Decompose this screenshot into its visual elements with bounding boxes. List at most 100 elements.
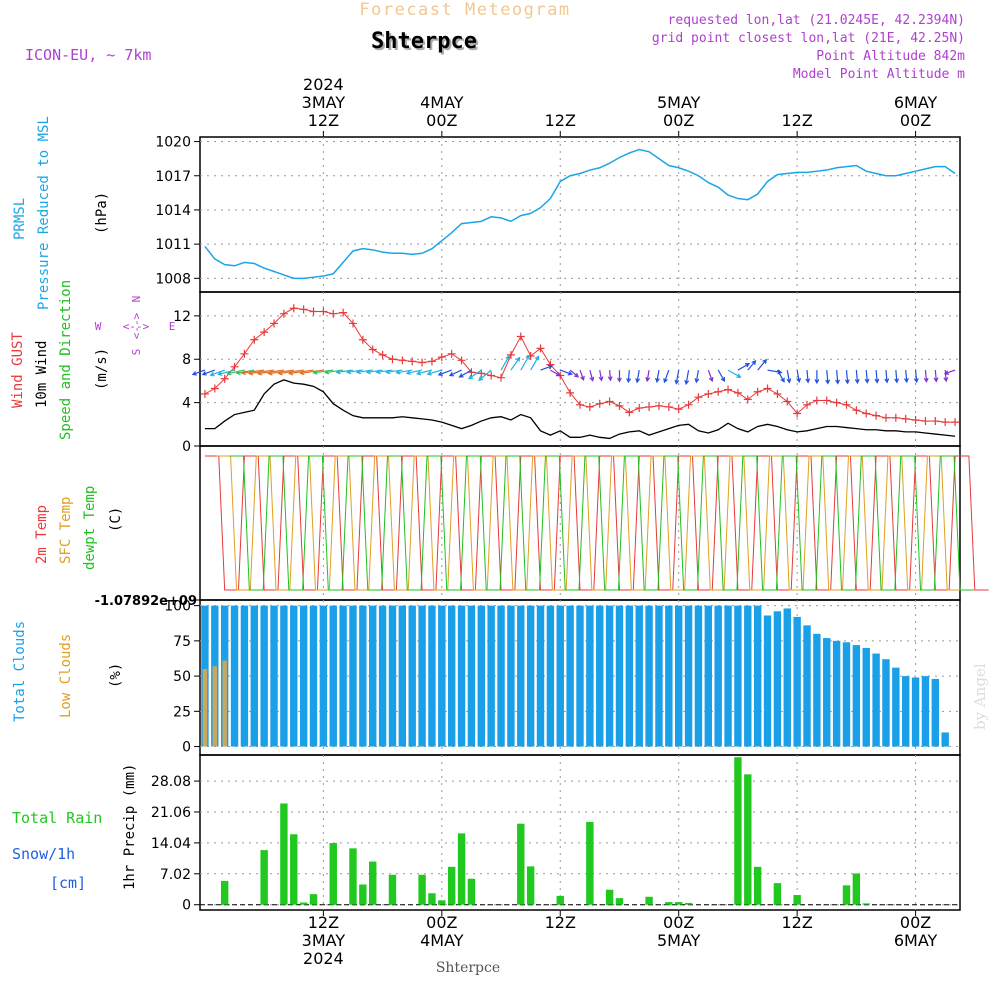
compass-north: N bbox=[130, 296, 143, 303]
gust-marker bbox=[270, 319, 279, 328]
gust-marker bbox=[427, 357, 436, 366]
wind-arrow bbox=[825, 370, 831, 385]
gust-marker bbox=[605, 397, 614, 406]
low-cloud-bar bbox=[222, 660, 227, 747]
gust-marker bbox=[704, 389, 713, 398]
wind-arrow bbox=[226, 369, 245, 376]
total-cloud-bar bbox=[763, 615, 772, 747]
bottom-time-label: 5MAY bbox=[657, 931, 701, 950]
location-title: Shterpce bbox=[373, 31, 479, 56]
clouds-panel: Total Clouds Low Clouds (%) 0 25 50 75 100 bbox=[12, 599, 961, 756]
wind-arrow bbox=[569, 369, 580, 378]
gust-marker bbox=[408, 357, 417, 366]
total-cloud-bar bbox=[240, 605, 249, 747]
gust-marker bbox=[506, 350, 515, 359]
total-cloud-bar bbox=[596, 605, 604, 747]
total-cloud-bar bbox=[862, 647, 870, 747]
total-cloud-bar bbox=[280, 605, 288, 747]
wind-arrow bbox=[943, 370, 949, 383]
total-cloud-bar bbox=[438, 605, 446, 747]
total-cloud-bar bbox=[260, 605, 268, 747]
total-cloud-bar bbox=[734, 605, 742, 747]
total-cloud-bar bbox=[635, 605, 643, 747]
gust-marker bbox=[724, 385, 733, 394]
rain-bar bbox=[329, 843, 337, 905]
gust-marker bbox=[674, 405, 683, 414]
gust-marker bbox=[487, 371, 496, 380]
rain-bar bbox=[467, 878, 476, 905]
top-time-label: 4MAY bbox=[420, 93, 464, 112]
wind-arrow bbox=[747, 360, 757, 371]
gust-marker bbox=[645, 402, 654, 411]
gust-marker bbox=[931, 417, 940, 426]
bottom-time-label: 00Z bbox=[426, 913, 457, 932]
precip-panel: Total Rain Snow/1h [cm] 1hr Precip (mm) … bbox=[12, 754, 961, 914]
rain-bar bbox=[220, 880, 229, 905]
total-cloud-bar bbox=[576, 605, 584, 747]
ytick-label: 1008 bbox=[155, 271, 191, 287]
wind-arrow bbox=[458, 369, 472, 378]
gust-marker bbox=[289, 304, 298, 313]
total-cloud-bar bbox=[704, 605, 713, 747]
gust-marker bbox=[210, 384, 219, 393]
total-cloud-bar bbox=[299, 605, 308, 747]
gust-marker bbox=[901, 414, 910, 423]
gust-marker bbox=[388, 355, 397, 364]
ytick-label: 1011 bbox=[155, 237, 191, 253]
gust-marker bbox=[694, 393, 703, 402]
gust-marker bbox=[862, 409, 871, 418]
wind-arrow bbox=[191, 369, 206, 376]
wind-arrow bbox=[299, 369, 324, 376]
total-cloud-bar bbox=[447, 605, 456, 747]
total-cloud-bar bbox=[714, 605, 722, 747]
ytick-label: 7.02 bbox=[160, 867, 191, 883]
wind-arrow bbox=[626, 370, 632, 384]
wind-arrow bbox=[814, 370, 820, 385]
total-cloud-bar bbox=[319, 605, 328, 747]
footer-location: Shterpce bbox=[436, 960, 500, 976]
wind-arrow bbox=[894, 370, 900, 384]
rain-bar bbox=[428, 893, 436, 905]
wind-arrow bbox=[717, 369, 726, 382]
gust-marker bbox=[842, 400, 851, 409]
total-cloud-bar bbox=[477, 605, 485, 747]
rain-bar bbox=[744, 774, 752, 905]
wind-arrow bbox=[288, 369, 314, 376]
wind-label: 10m Wind bbox=[34, 341, 50, 408]
gust-marker bbox=[319, 307, 328, 316]
ytick-label: 0 bbox=[182, 439, 191, 455]
gust-marker bbox=[733, 388, 742, 397]
wind-arrow bbox=[776, 369, 785, 383]
gust-marker bbox=[941, 418, 950, 427]
ytick-label: 1020 bbox=[155, 135, 191, 151]
top-time-label: 2024 bbox=[303, 75, 344, 94]
pressure-label: PRMSL bbox=[12, 198, 28, 240]
total-cloud-bar bbox=[309, 605, 318, 747]
bottom-time-label: 4MAY bbox=[420, 931, 464, 950]
model-altitude: Model Point Altitude m bbox=[793, 67, 965, 82]
wind-arrow bbox=[312, 369, 334, 375]
panel-frame bbox=[199, 754, 961, 911]
gust-marker bbox=[536, 344, 545, 353]
low-cloud-bar bbox=[212, 666, 218, 747]
total-cloud-bar bbox=[684, 605, 693, 747]
credit-watermark: by Angel bbox=[971, 663, 989, 730]
temp-unit: (C) bbox=[108, 507, 124, 532]
rain-bar bbox=[615, 898, 624, 905]
compass-west: W bbox=[95, 320, 102, 333]
wind-arrow bbox=[663, 369, 670, 384]
gust-marker bbox=[793, 409, 802, 418]
ytick-label: 8 bbox=[182, 352, 191, 368]
bottom-time-label: 6MAY bbox=[894, 931, 938, 950]
wind-arrow bbox=[933, 370, 939, 383]
rain-bar bbox=[793, 895, 801, 905]
bottom-time-label: 12Z bbox=[781, 913, 812, 932]
rain-bar bbox=[457, 833, 466, 905]
gust-marker bbox=[457, 356, 466, 365]
bottom-time-label: 00Z bbox=[900, 913, 931, 932]
gust-marker bbox=[418, 358, 427, 367]
total-cloud-bar bbox=[921, 676, 930, 747]
total-cloud-bar bbox=[467, 605, 476, 747]
total-cloud-bar bbox=[655, 605, 663, 747]
